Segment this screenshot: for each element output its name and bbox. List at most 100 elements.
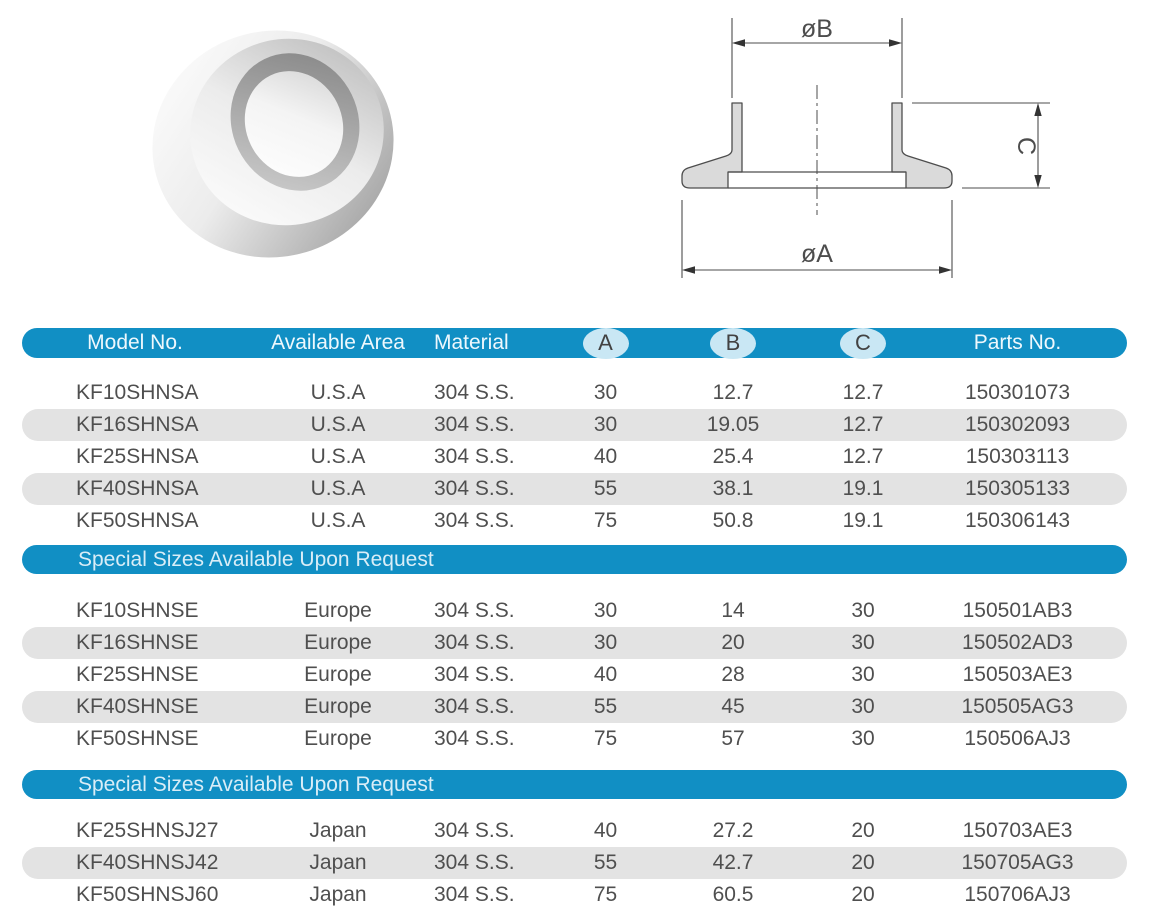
cell-available-area: Japan xyxy=(309,883,367,906)
cell-a: 40 xyxy=(593,819,618,842)
cell-parts-no: 150505AG3 xyxy=(961,695,1074,718)
cell-material: 304 S.S. xyxy=(434,663,515,686)
cell-model-no: KF50SHNSE xyxy=(76,727,199,750)
header-parts-no: Parts No. xyxy=(973,331,1062,354)
cell-c: 20 xyxy=(851,819,875,842)
cell-c: 30 xyxy=(851,695,875,718)
cell-material: 304 S.S. xyxy=(434,851,515,874)
cell-available-area: U.S.A xyxy=(310,509,366,532)
cell-b: 25.4 xyxy=(712,445,754,468)
cell-model-no: KF10SHNSE xyxy=(76,599,199,622)
special-sizes-banner: Special Sizes Available Upon Request xyxy=(22,545,1127,574)
cell-b: 12.7 xyxy=(712,381,754,404)
dim-label-b: øB xyxy=(801,15,833,43)
flange-profile xyxy=(681,102,953,189)
cell-material: 304 S.S. xyxy=(434,727,515,750)
cell-b: 20 xyxy=(721,631,745,654)
cell-model-no: KF40SHNSJ42 xyxy=(76,851,219,874)
header-badge-b: B xyxy=(710,327,756,359)
cell-model-no: KF25SHNSE xyxy=(76,663,199,686)
cell-available-area: U.S.A xyxy=(310,413,366,436)
cell-b: 27.2 xyxy=(712,819,754,842)
table-row: KF25SHNSJ27 Japan 304 S.S. 40 27.2 20 150703AE… xyxy=(22,815,1127,847)
cell-c: 20 xyxy=(851,851,875,874)
cell-c: 12.7 xyxy=(842,445,884,468)
table-section: KF10SHNSA U.S.A 304 S.S. 30 12.7 12.7 15030107… xyxy=(22,377,1127,537)
cell-a: 30 xyxy=(593,631,618,654)
cell-available-area: U.S.A xyxy=(310,477,366,500)
cell-model-no: KF40SHNSA xyxy=(76,477,199,500)
cell-material: 304 S.S. xyxy=(434,819,515,842)
cell-material: 304 S.S. xyxy=(434,883,515,906)
cell-material: 304 S.S. xyxy=(434,381,515,404)
table-row: KF40SHNSE Europe 304 S.S. 55 45 30 150505AG3 xyxy=(22,691,1127,723)
table-body: KF10SHNSA U.S.A 304 S.S. 30 12.7 12.7 15030107… xyxy=(22,377,1127,911)
cell-parts-no: 150506AJ3 xyxy=(964,727,1071,750)
dim-label-a: øA xyxy=(801,240,833,268)
table-row: KF50SHNSJ60 Japan 304 S.S. 75 60.5 20 150706AJ… xyxy=(22,879,1127,911)
product-photo xyxy=(100,10,430,300)
cell-a: 30 xyxy=(593,413,618,436)
table-section: KF10SHNSE Europe 304 S.S. 30 14 30 150501AB3 KF… xyxy=(22,595,1127,755)
cell-model-no: KF40SHNSE xyxy=(76,695,199,718)
table-row: KF50SHNSE Europe 304 S.S. 75 57 30 150506AJ3 xyxy=(22,723,1127,755)
cell-c: 20 xyxy=(851,883,875,906)
cell-material: 304 S.S. xyxy=(434,599,515,622)
cell-a: 40 xyxy=(593,445,618,468)
table-row: KF50SHNSA U.S.A 304 S.S. 75 50.8 19.1 15030614… xyxy=(22,505,1127,537)
table-row: KF40SHNSJ42 Japan 304 S.S. 55 42.7 20 150705AG… xyxy=(22,847,1127,879)
cell-parts-no: 150303113 xyxy=(965,445,1070,468)
cell-parts-no: 150305133 xyxy=(964,477,1071,500)
cell-c: 30 xyxy=(851,663,875,686)
cell-b: 28 xyxy=(721,663,745,686)
cell-parts-no: 150706AJ3 xyxy=(964,883,1071,906)
cell-b: 14 xyxy=(721,599,745,622)
cell-available-area: Japan xyxy=(309,819,367,842)
cell-b: 60.5 xyxy=(712,883,754,906)
cell-a: 30 xyxy=(593,381,618,404)
cell-a: 75 xyxy=(593,509,618,532)
cell-c: 30 xyxy=(851,631,875,654)
cell-a: 55 xyxy=(593,695,618,718)
cell-model-no: KF50SHNSA xyxy=(76,509,199,532)
cell-parts-no: 150306143 xyxy=(964,509,1071,532)
cell-available-area: U.S.A xyxy=(310,445,366,468)
cell-parts-no: 150503AE3 xyxy=(962,663,1073,686)
cell-available-area: Japan xyxy=(309,851,367,874)
table-row: KF16SHNSE Europe 304 S.S. 30 20 30 150502AD3 xyxy=(22,627,1127,659)
table-row: KF16SHNSA U.S.A 304 S.S. 30 19.05 12.7 1503020… xyxy=(22,409,1127,441)
cell-model-no: KF25SHNSJ27 xyxy=(76,819,219,842)
cell-a: 40 xyxy=(593,663,618,686)
cell-c: 30 xyxy=(851,727,875,750)
cell-model-no: KF16SHNSE xyxy=(76,631,199,654)
cell-model-no: KF16SHNSA xyxy=(76,413,199,436)
cell-c: 30 xyxy=(851,599,875,622)
cell-parts-no: 150705AG3 xyxy=(961,851,1074,874)
cell-model-no: KF25SHNSA xyxy=(76,445,199,468)
cell-parts-no: 150703AE3 xyxy=(962,819,1073,842)
cell-a: 75 xyxy=(593,727,618,750)
cell-c: 19.1 xyxy=(842,509,884,532)
cell-c: 12.7 xyxy=(842,381,884,404)
cell-available-area: Europe xyxy=(304,631,372,654)
table-header: Model No. Available Area Material A B C … xyxy=(22,327,1127,359)
dimension-drawing: øB øA C xyxy=(630,5,1149,310)
cell-a: 55 xyxy=(593,851,618,874)
cell-b: 38.1 xyxy=(712,477,754,500)
cell-available-area: Europe xyxy=(304,599,372,622)
cell-b: 50.8 xyxy=(712,509,754,532)
cell-b: 57 xyxy=(721,727,745,750)
table-row: KF40SHNSA U.S.A 304 S.S. 55 38.1 19.1 15030513… xyxy=(22,473,1127,505)
cell-available-area: U.S.A xyxy=(310,381,366,404)
cell-material: 304 S.S. xyxy=(434,695,515,718)
header-model-no: Model No. xyxy=(87,331,183,354)
cell-model-no: KF10SHNSA xyxy=(76,381,199,404)
header-badge-a: A xyxy=(582,327,629,359)
cell-available-area: Europe xyxy=(304,727,372,750)
cell-parts-no: 150501AB3 xyxy=(962,599,1073,622)
flange-cross-section: øB øA C xyxy=(681,15,1050,278)
header-badge-c: C xyxy=(840,327,886,359)
cell-b: 45 xyxy=(721,695,745,718)
table-section: KF25SHNSJ27 Japan 304 S.S. 40 27.2 20 150703AE… xyxy=(22,815,1127,911)
